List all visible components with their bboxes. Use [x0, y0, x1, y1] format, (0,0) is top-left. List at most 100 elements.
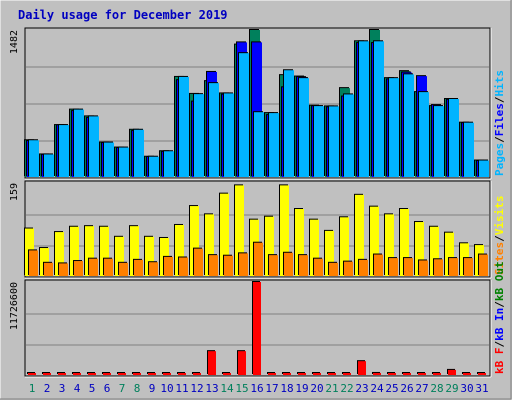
sites-bar-18 [284, 252, 293, 276]
legend-visits-sites-text: Sites/Visits [493, 196, 506, 276]
kb-bar-25 [388, 373, 396, 375]
kb-bar-29 [448, 369, 456, 375]
sites-bar-8 [134, 259, 143, 276]
kb-bar-9 [148, 373, 156, 375]
visits-bar-4 [70, 226, 79, 276]
legend-kilobytes-item-5: kB Out [493, 261, 506, 301]
sites-bar-5 [89, 258, 98, 276]
sites-bar-15 [239, 253, 248, 276]
chart-title: Daily usage for December 2019 [18, 8, 228, 22]
hits-bar-21 [329, 106, 339, 177]
kb-bar-27 [418, 373, 426, 375]
hits-bar-7 [119, 147, 129, 177]
sites-bar-20 [314, 258, 323, 276]
kb-bar-4 [73, 373, 81, 375]
legend-kilobytes: kB F/kB In/kB Out [493, 261, 506, 374]
hits-bar-28 [434, 106, 444, 177]
visits-bar-24 [370, 206, 379, 276]
sites-bar-7 [119, 262, 128, 276]
x-label-6: 6 [104, 382, 111, 395]
hits-bar-22 [344, 94, 354, 177]
sites-bar-1 [29, 250, 38, 276]
hits-bar-16 [254, 112, 264, 177]
x-label-18: 18 [280, 382, 293, 395]
visits-bar-14 [220, 193, 229, 276]
x-label-8: 8 [134, 382, 141, 395]
sites-bar-27 [419, 260, 428, 276]
sites-bar-30 [464, 258, 473, 276]
x-label-30: 30 [460, 382, 473, 395]
sites-bar-21 [329, 262, 338, 276]
kb-bar-21 [328, 373, 336, 375]
x-label-2: 2 [44, 382, 51, 395]
kb-bar-14 [223, 373, 231, 375]
hits-bar-1 [29, 140, 39, 177]
hits-bar-4 [74, 109, 84, 177]
visits-bar-9 [145, 236, 154, 276]
legend-hits-files-pages-text: Pages/Files/Hits [493, 70, 506, 176]
kb-bar-24 [373, 372, 381, 375]
kb-bar-23 [358, 361, 366, 375]
x-label-29: 29 [445, 382, 458, 395]
kb-bar-7 [118, 373, 126, 375]
x-label-1: 1 [29, 382, 36, 395]
legend-hits-files-pages-item-4: / [493, 96, 506, 103]
legend-kilobytes-item-1: kB F [493, 348, 506, 375]
legend-visits-sites: Sites/Visits [493, 196, 506, 276]
x-label-10: 10 [160, 382, 173, 395]
sites-bar-3 [59, 263, 68, 276]
sites-bar-17 [269, 255, 278, 276]
visits-bar-20 [310, 219, 319, 276]
legend-hits-files-pages-item-5: Hits [493, 70, 506, 97]
legend-kilobytes-item-2: / [493, 341, 506, 348]
hits-bar-3 [59, 125, 69, 177]
kb-bar-3 [58, 373, 66, 375]
legend-kilobytes-item-3: kB In [493, 308, 506, 341]
sites-bar-23 [359, 259, 368, 276]
hits-bar-9 [149, 156, 159, 177]
x-label-12: 12 [190, 382, 203, 395]
visits-bar-15 [235, 185, 244, 276]
kb-bar-26 [403, 373, 411, 375]
x-label-25: 25 [385, 382, 398, 395]
visits-bar-25 [385, 214, 394, 276]
hits-bar-25 [389, 78, 399, 177]
visits-bar-26 [400, 209, 409, 276]
x-label-23: 23 [355, 382, 368, 395]
kb-bar-10 [163, 373, 171, 375]
kb-bar-17 [268, 373, 276, 375]
kb-bar-31 [478, 373, 486, 375]
visits-bar-7 [115, 236, 124, 276]
visits-bar-29 [445, 232, 454, 276]
sites-bar-26 [404, 258, 413, 276]
hits-bar-14 [224, 93, 234, 177]
visits-bar-22 [340, 217, 349, 276]
visits-bar-6 [100, 226, 109, 276]
hits-bar-27 [419, 92, 429, 177]
sites-bar-6 [104, 258, 113, 276]
sites-bar-19 [299, 255, 308, 276]
panel-1-ymax-label: 1482 [9, 30, 20, 54]
x-label-24: 24 [370, 382, 384, 395]
kb-bar-11 [178, 373, 186, 375]
legend-visits-sites-item-1: Sites [493, 242, 506, 275]
kb-bar-22 [343, 373, 351, 375]
x-label-5: 5 [89, 382, 96, 395]
sites-bar-31 [479, 254, 488, 276]
legend-kilobytes-text: kB F/kB In/kB Out [493, 261, 506, 374]
kb-bar-2 [43, 373, 51, 375]
x-axis-labels: 1 2 3 4 5 6 7 8 9 10 11 12 13 14 15 16 17 18 19 20 21 22 23 24 2… [29, 382, 489, 395]
hits-bar-2 [44, 154, 54, 177]
x-label-11: 11 [175, 382, 188, 395]
kb-bar-30 [463, 373, 471, 375]
sites-bar-12 [194, 248, 203, 276]
x-label-15: 15 [235, 382, 248, 395]
files-bar-16 [252, 42, 262, 177]
sites-bar-22 [344, 261, 353, 276]
sites-bar-14 [224, 255, 233, 276]
hits-bar-17 [269, 113, 279, 177]
sites-bar-13 [209, 255, 218, 276]
x-label-28: 28 [430, 382, 443, 395]
